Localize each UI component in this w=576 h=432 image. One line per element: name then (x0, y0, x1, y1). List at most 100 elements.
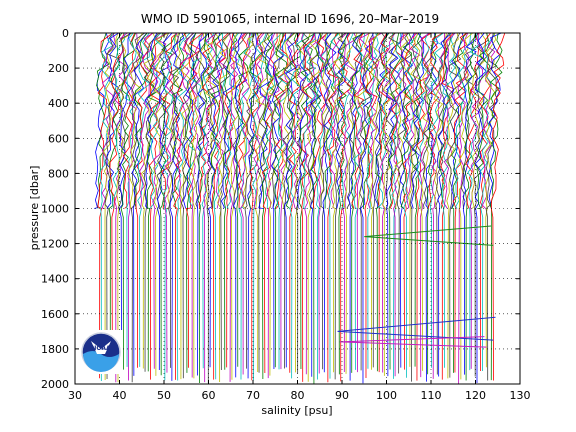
profile-line (99, 33, 114, 381)
profile-line (369, 33, 385, 370)
profile-line (474, 33, 487, 384)
profile-line (473, 33, 489, 377)
profile-line (215, 33, 231, 209)
profile-line (210, 33, 223, 209)
profile-line (437, 33, 452, 377)
profile-line (362, 33, 379, 209)
profile-line (452, 33, 468, 373)
profile-line (310, 33, 324, 384)
x-tick-label: 110 (421, 389, 442, 402)
profile-line (303, 33, 317, 209)
profile-line (427, 33, 443, 209)
profile-line (316, 33, 329, 380)
profile-line (240, 33, 252, 375)
profile-line (328, 33, 343, 379)
profile-line (490, 33, 506, 381)
chart-title: WMO ID 5901065, internal ID 1696, 20–Mar… (141, 12, 439, 26)
profile-line (113, 33, 128, 383)
x-tick-label: 40 (113, 389, 127, 402)
profile-line (411, 33, 425, 209)
profile-line (208, 33, 224, 368)
y-tick-label: 800 (48, 167, 69, 180)
y-tick-label: 600 (48, 132, 69, 145)
y-tick-label: 1600 (41, 308, 69, 321)
profile-line (319, 33, 331, 209)
profile-line (153, 33, 169, 376)
axes: 30 40 50 60 70 80 90 100 110 120 130 0 200 400 600 800 1… (41, 27, 531, 402)
x-tick-label: 60 (202, 389, 216, 402)
logo-wave (83, 351, 119, 372)
x-tick-label: 120 (465, 389, 486, 402)
profile-line (488, 33, 502, 209)
profile-line (271, 33, 285, 209)
y-axis-label: pressure [dbar] (28, 166, 41, 251)
profile-line (489, 33, 503, 381)
profile-line (278, 33, 293, 370)
profile-line (235, 33, 250, 367)
profile-line (435, 33, 450, 375)
x-tick-label: 100 (376, 389, 397, 402)
profile-line (284, 33, 299, 368)
profile-line (379, 33, 396, 373)
profile-line (384, 33, 399, 209)
y-tick-label: 1800 (41, 343, 69, 356)
x-tick-label: 30 (68, 389, 82, 402)
profile-line (224, 33, 237, 368)
profile-line (417, 33, 431, 209)
profile-line (353, 33, 368, 370)
y-tick-label: 1200 (41, 238, 69, 251)
y-tick-label: 400 (48, 97, 69, 110)
profile-line (247, 33, 259, 379)
profile-line (185, 33, 199, 373)
anomaly-line (364, 225, 494, 246)
profile-line (372, 33, 387, 368)
profile-line (341, 33, 354, 209)
y-tick-label: 1000 (41, 203, 69, 216)
profile-line (219, 33, 231, 371)
profile-line (285, 33, 301, 209)
profile-line (127, 33, 142, 381)
profile-line (159, 33, 177, 376)
x-tick-label: 70 (246, 389, 260, 402)
profile-line (191, 33, 204, 378)
profile-line (346, 33, 363, 209)
profile-line (238, 33, 248, 209)
profile-line (358, 33, 374, 371)
profile-line (181, 33, 195, 379)
profile-line (324, 33, 339, 209)
profile-line (348, 33, 363, 381)
profile-line (176, 33, 194, 209)
logo-text: NOAA (91, 345, 111, 352)
profile-line (402, 33, 416, 370)
profile-line (118, 33, 132, 374)
x-axis-label: salinity [psu] (261, 404, 332, 417)
profile-line (471, 33, 487, 209)
profile-line (108, 33, 123, 373)
profile-line (130, 33, 145, 383)
profile-line (307, 33, 323, 209)
x-tick-label: 130 (510, 389, 531, 402)
profile-line (476, 33, 491, 209)
profile-line (297, 33, 315, 209)
profile-line (391, 33, 406, 379)
profile-line (413, 33, 424, 367)
x-tick-label: 50 (157, 389, 171, 402)
noaa-logo: NOAA (79, 330, 123, 374)
profile-line (103, 33, 119, 381)
profile-line (406, 33, 421, 209)
profile-line (137, 33, 151, 367)
y-tick-label: 2000 (41, 378, 69, 391)
anomaly-line (337, 316, 496, 341)
profile-line (409, 33, 423, 382)
profile-line (203, 33, 218, 383)
profile-line (238, 33, 254, 380)
profile-line (342, 33, 358, 373)
profile-line (427, 33, 438, 375)
profile-line (211, 33, 229, 380)
profile-line (334, 33, 347, 380)
anomaly-line (339, 336, 487, 348)
profile-line (244, 33, 257, 369)
profile-line (165, 33, 181, 209)
profile-line (262, 33, 275, 380)
profile-line (431, 33, 446, 379)
